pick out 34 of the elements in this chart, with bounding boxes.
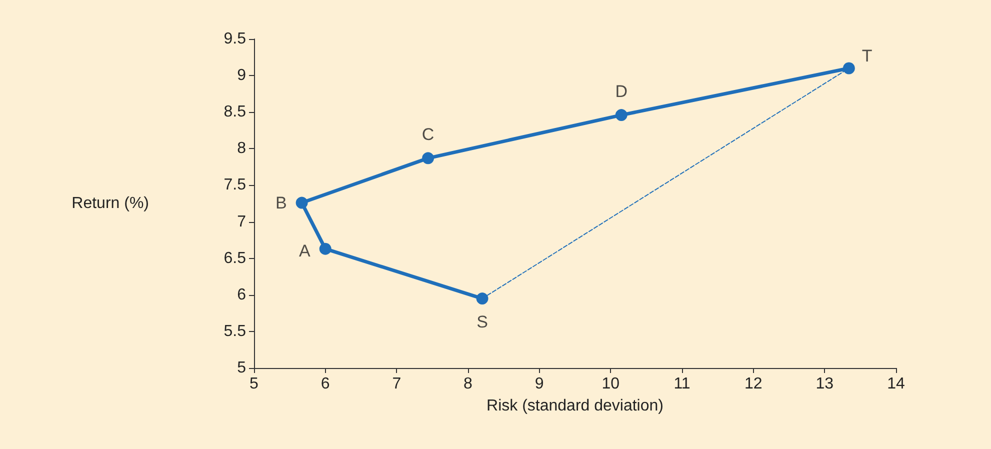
x-tick-label: 8: [464, 376, 473, 392]
point: [422, 152, 434, 164]
y-tick-label: 9.5: [224, 30, 246, 48]
point: [842, 62, 855, 74]
y-axis-title: Return (%): [72, 195, 149, 212]
y-tick-label: 6.5: [224, 250, 246, 267]
x-tick-label: 11: [674, 376, 690, 392]
y-tick-label: 6: [237, 286, 246, 304]
y-tick-label: 7.5: [224, 176, 246, 194]
x-tick-label: 14: [887, 376, 905, 392]
y-tick-label: 9: [237, 67, 246, 84]
x-tick-label: 12: [744, 376, 762, 392]
x-tick-label: 7: [392, 376, 402, 392]
annotation: T: [862, 46, 872, 66]
x-tick-label: 5: [250, 376, 259, 392]
point: [319, 242, 332, 255]
annotation: A: [298, 241, 311, 260]
y-tick-label: 5: [237, 360, 246, 376]
x-tick-label: 13: [816, 376, 834, 392]
y-tick-label: 8.5: [224, 104, 246, 121]
x-tick-label: 9: [534, 376, 544, 392]
x-axis-title: Risk (standard deviation): [486, 398, 664, 414]
y-tick-label: 7: [237, 213, 246, 230]
point: [296, 196, 308, 209]
annotation: D: [615, 82, 628, 102]
y-tick-label: 8: [237, 140, 246, 158]
y-tick-label: 5.5: [224, 322, 246, 340]
point: [476, 292, 488, 305]
x-tick-label: 10: [602, 376, 620, 392]
annotation: C: [422, 125, 434, 144]
point: [615, 109, 628, 122]
annotation: S: [476, 312, 488, 332]
annotation: B: [275, 193, 287, 212]
x-tick-label: 6: [320, 376, 330, 392]
